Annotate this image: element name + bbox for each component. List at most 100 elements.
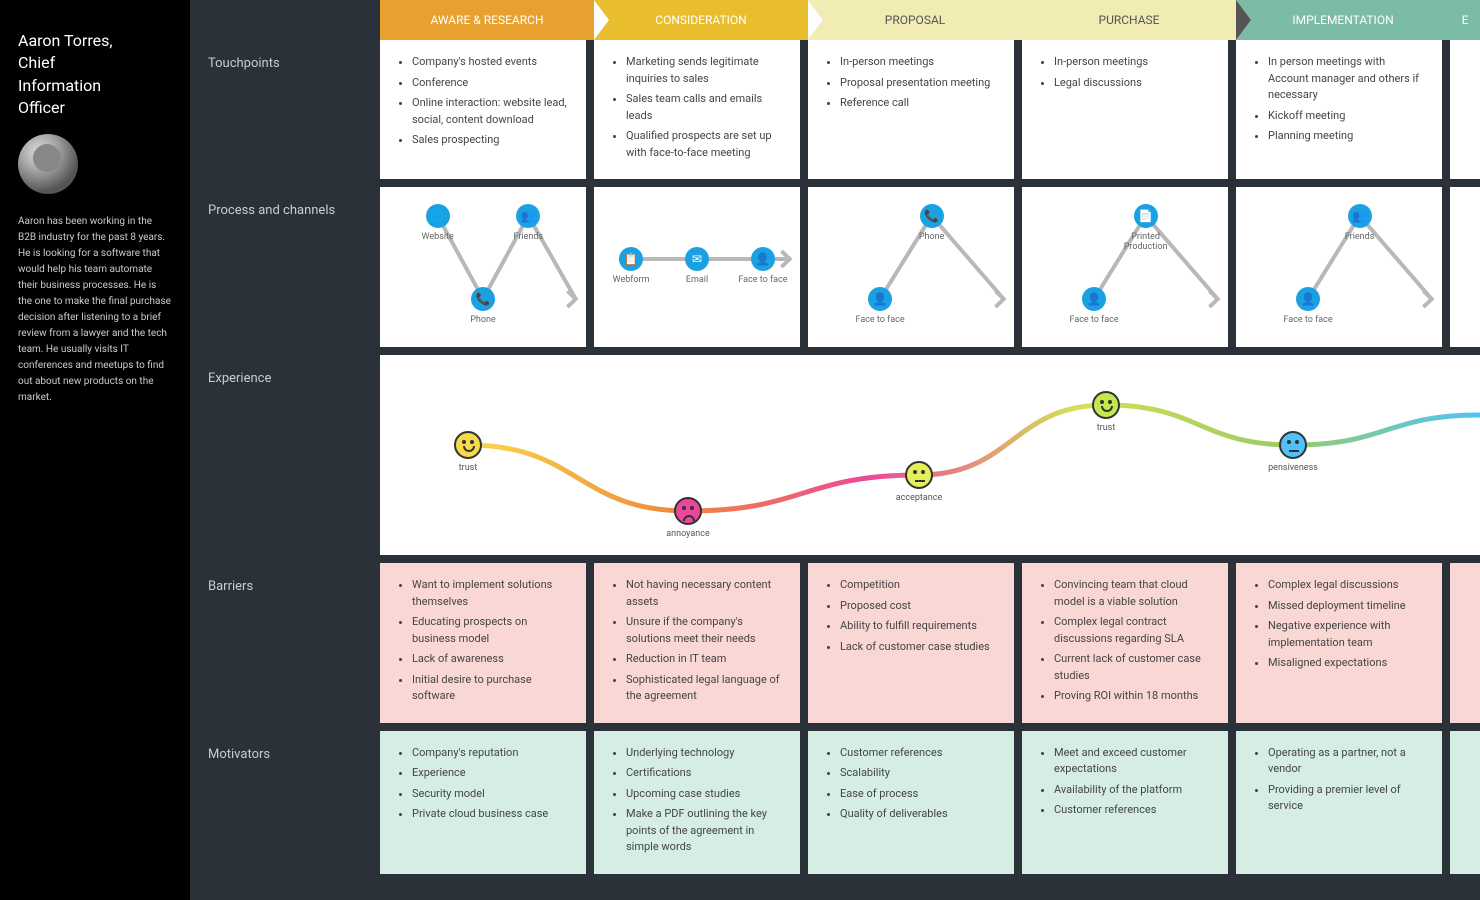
experience-point: annoyance (653, 497, 723, 539)
list-item: Not having necessary content assets (626, 577, 782, 610)
process-cell: 👤Face to face📞Phone (808, 187, 1014, 347)
list-item: Lack of awareness (412, 651, 568, 668)
experience-row: Experience trust annoyance acceptance trust… (190, 355, 1480, 555)
stage-header-4: IMPLEMENTATION (1236, 0, 1450, 40)
channel-node-form: 📋Webform (601, 247, 661, 285)
list-item: Lack of customer case studies (840, 639, 996, 656)
experience-point: trust (1071, 391, 1141, 433)
row-label-process: Process and channels (190, 187, 380, 347)
phone-icon: 📞 (471, 287, 495, 311)
list-item: Kickoff meeting (1268, 108, 1424, 125)
list-item: Make a PDF outlining the key points of t… (626, 806, 782, 856)
mail-icon: ✉ (685, 247, 709, 271)
channel-label: Phone (470, 315, 496, 325)
list-item: Underlying technology (626, 745, 782, 762)
channel-label: Email (686, 275, 708, 285)
avatar (18, 134, 78, 194)
phone-icon: 📞 (920, 204, 944, 228)
experience-label: annoyance (666, 529, 709, 539)
list-item: Company's hosted events (412, 54, 568, 71)
list-item: Misaligned expectations (1268, 655, 1424, 672)
cell (1450, 731, 1480, 874)
list-item: Private cloud business case (412, 806, 568, 823)
channel-label: Webform (613, 275, 650, 285)
cell: Company's reputationExperienceSecurity m… (380, 731, 586, 874)
channel-label: Face to face (738, 275, 787, 285)
cell: In-person meetingsLegal discussions (1022, 40, 1228, 179)
list-item: Conference (412, 75, 568, 92)
list-item: Security model (412, 786, 568, 803)
globe-icon: 🌐 (426, 204, 450, 228)
list-item: Ease of process (840, 786, 996, 803)
list-item: Reduction in IT team (626, 651, 782, 668)
row-label-barriers: Barriers (190, 563, 380, 723)
list-item: Reference call (840, 95, 996, 112)
emotion-face-icon (1092, 391, 1120, 419)
stage-header-1: CONSIDERATION (594, 0, 808, 40)
cell: Customer references Scalability Ease of pr… (808, 731, 1014, 874)
doc-icon: 📄 (1134, 204, 1158, 228)
list-item: Proving ROI within 18 months (1054, 688, 1210, 705)
user-icon: 👤 (868, 287, 892, 311)
channel-node-user: 👤Face to face (733, 247, 793, 285)
channel-label: Face to face (1284, 315, 1333, 325)
list-item: Certifications (626, 765, 782, 782)
cell: Not having necessary content assetsUnsur… (594, 563, 800, 723)
channel-node-doc: 📄 Printed Production (1116, 204, 1176, 252)
experience-label: trust (1097, 423, 1116, 433)
channel-node-user: 👤Face to face (1278, 287, 1338, 325)
list-item: Upcoming case studies (626, 786, 782, 803)
user-icon: 👤 (1082, 287, 1106, 311)
cell: Want to implement solutions themselvesEd… (380, 563, 586, 723)
list-item: Marketing sends legitimate inquiries to … (626, 54, 782, 87)
list-item: Competition (840, 577, 996, 594)
channel-label: Friends (1345, 232, 1375, 242)
list-item: Scalability (840, 765, 996, 782)
row-label-touchpoints: Touchpoints (190, 40, 380, 179)
stage-header-row: AWARE & RESEARCHCONSIDERATIONPROPOSALPUR… (190, 0, 1480, 40)
stage-header-0: AWARE & RESEARCH (380, 0, 594, 40)
cell (1450, 40, 1480, 179)
cell: In-person meetingsProposal presentation … (808, 40, 1014, 179)
list-item: Missed deployment timeline (1268, 598, 1424, 615)
touchpoints-row: Touchpoints Company's hosted events Confe… (190, 40, 1480, 179)
experience-point: acceptance (884, 461, 954, 503)
list-item: Availability of the platform (1054, 782, 1210, 799)
list-item: Complex legal discussions (1268, 577, 1424, 594)
cell: Meet and exceed customer expectations Ava… (1022, 731, 1228, 874)
list-item: Meet and exceed customer expectations (1054, 745, 1210, 778)
list-item: Customer references (840, 745, 996, 762)
list-item: Want to implement solutions themselves (412, 577, 568, 610)
list-item: Legal discussions (1054, 75, 1210, 92)
experience-point: trust (433, 431, 503, 473)
list-item: Complex legal contract discussions regar… (1054, 614, 1210, 647)
barriers-row: Barriers Want to implement solutions the… (190, 563, 1480, 723)
channel-node-users: 👥Friends (498, 204, 558, 242)
channel-node-phone: 📞Phone (902, 204, 962, 242)
cell: Company's hosted events Conference Online … (380, 40, 586, 179)
list-item: Company's reputation (412, 745, 568, 762)
cell: Marketing sends legitimate inquiries to … (594, 40, 800, 179)
list-item: Sales prospecting (412, 132, 568, 149)
cell: In person meetings with Account manager … (1236, 40, 1442, 179)
cell: Underlying technology Certifications Upcom… (594, 731, 800, 874)
cell: Complex legal discussions Missed deployme… (1236, 563, 1442, 723)
cell: Convincing team that cloud model is a vi… (1022, 563, 1228, 723)
process-cell: 🌐 Website 📞 Phone 👥Friends (380, 187, 586, 347)
experience-label: trust (459, 463, 478, 473)
list-item: Providing a premier level of service (1268, 782, 1424, 815)
channel-node-phone: 📞 Phone (453, 287, 513, 325)
channel-label: Website (422, 232, 454, 242)
channel-label: Printed Production (1116, 232, 1176, 252)
list-item: Quality of deliverables (840, 806, 996, 823)
channel-node-users: 👥Friends (1330, 204, 1390, 242)
row-label-experience: Experience (190, 355, 380, 555)
process-cell: 👤Face to face📄Printed Production (1022, 187, 1228, 347)
list-item: Online interaction: website lead, social… (412, 95, 568, 128)
experience-chart: trustannoyanceacceptancetrustpensiveness (380, 355, 1480, 555)
cell: CompetitionProposed costAbility to fulfi… (808, 563, 1014, 723)
list-item: Sales team calls and emails leads (626, 91, 782, 124)
list-item: Initial desire to purchase software (412, 672, 568, 705)
list-item: Customer references (1054, 802, 1210, 819)
channel-node-globe: 🌐 Website (408, 204, 468, 242)
